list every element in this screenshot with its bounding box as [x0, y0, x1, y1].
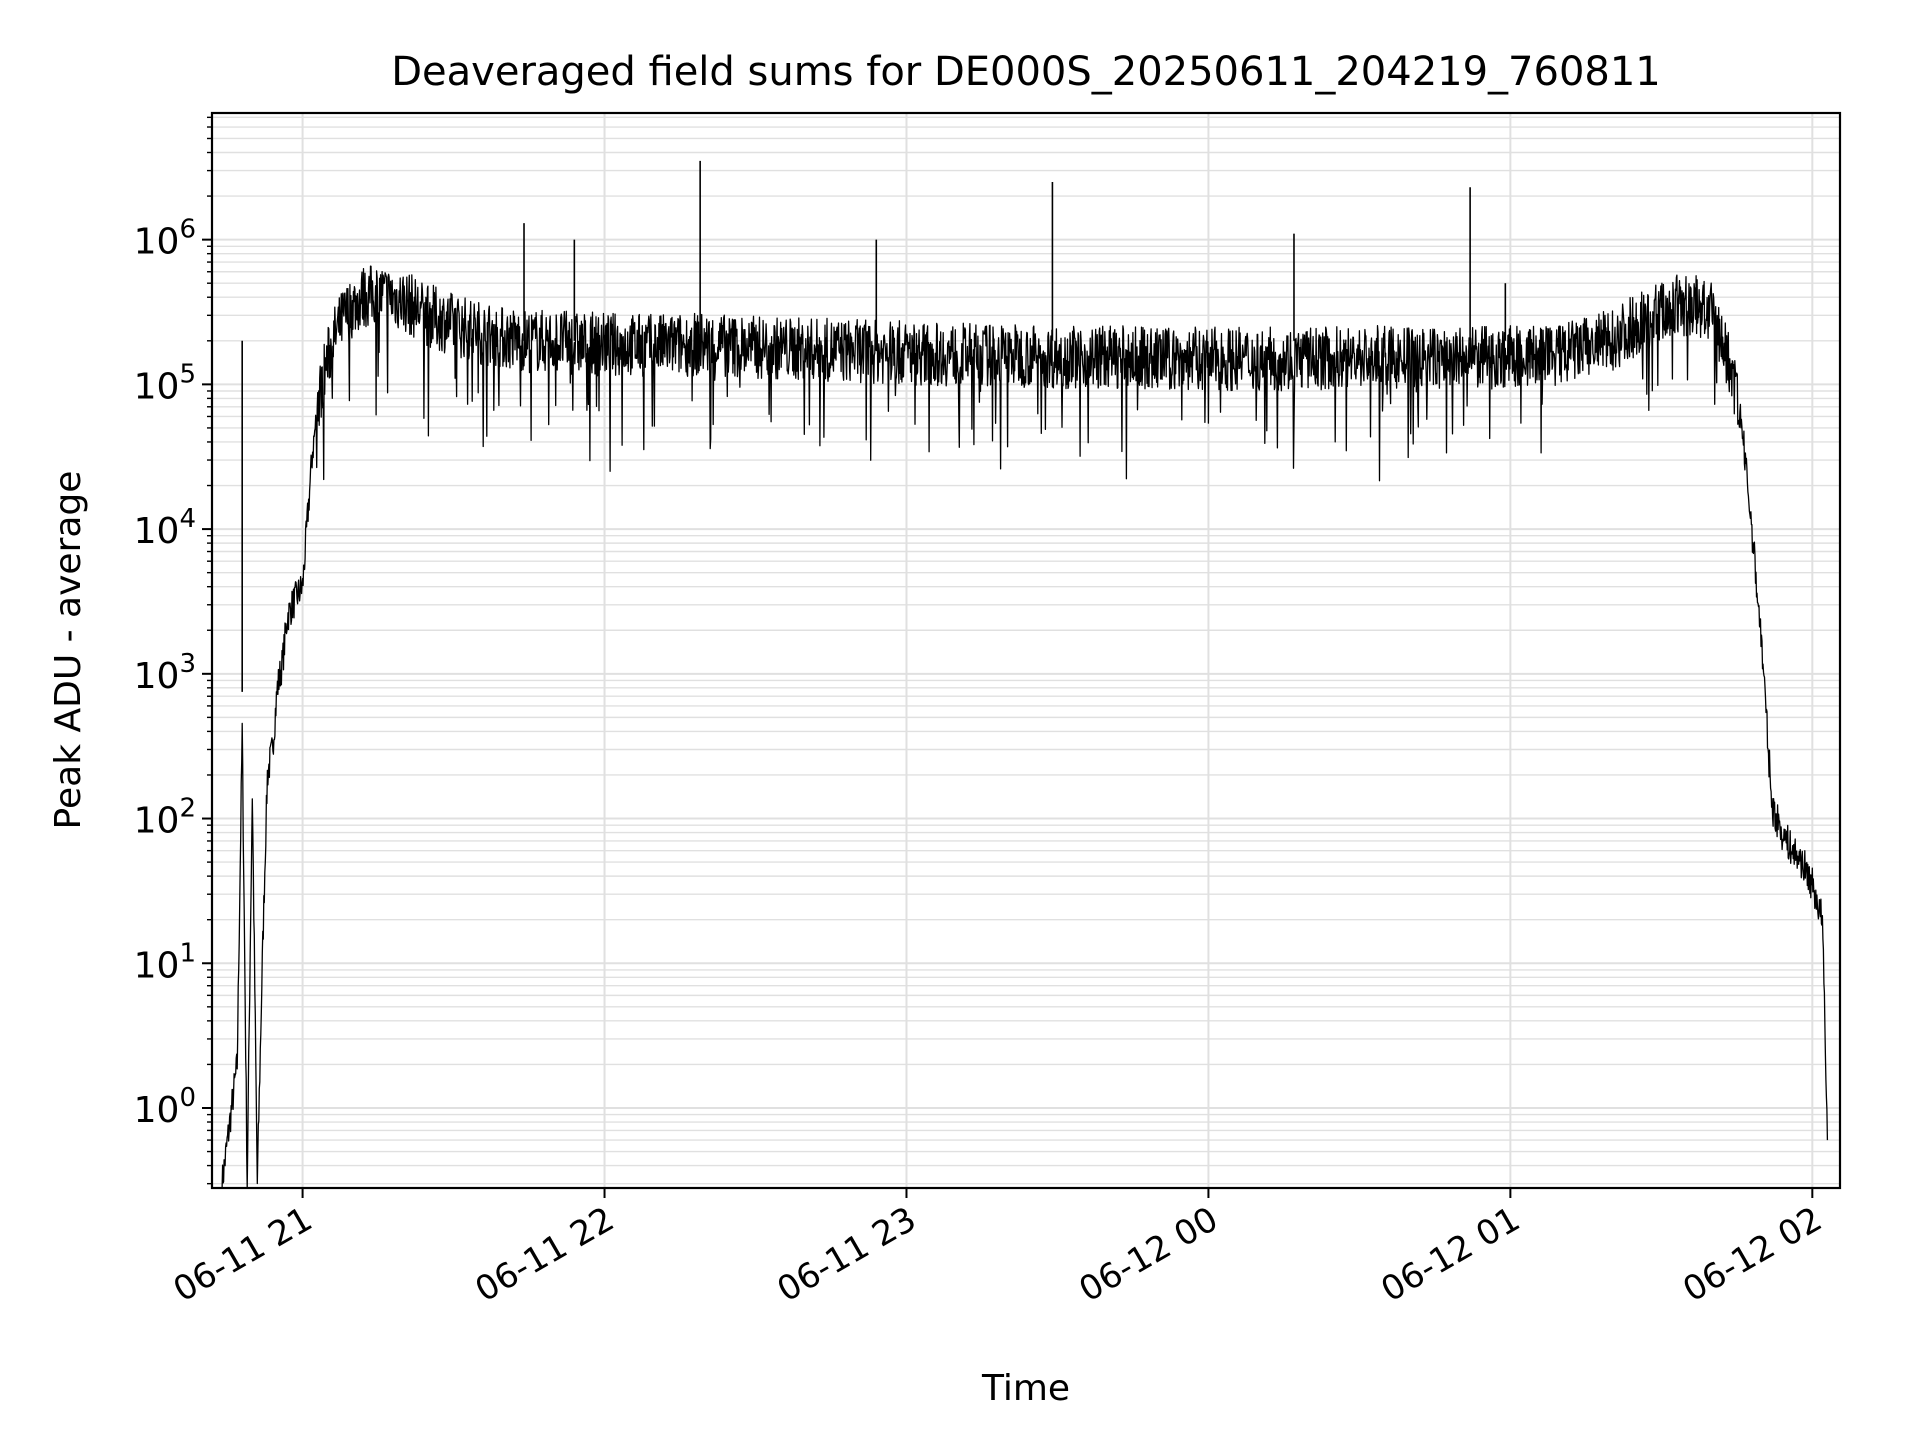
y-tick-label: 102	[134, 794, 196, 842]
y-tick-label: 100	[134, 1083, 196, 1131]
y-tick-label: 104	[134, 504, 196, 552]
y-tick-label: 105	[134, 359, 196, 407]
y-axis-label: Peak ADU - average	[48, 471, 89, 830]
y-tick-label: 101	[134, 938, 196, 986]
y-tick-label: 106	[134, 215, 196, 263]
chart-title: Deaveraged field sums for DE000S_2025061…	[391, 49, 1661, 95]
series-layer	[221, 160, 1829, 1189]
plot-frame	[210, 111, 1842, 1190]
x-axis-label: Time	[981, 1368, 1070, 1409]
y-tick-label: 103	[134, 649, 196, 697]
series-line	[221, 265, 1829, 1189]
grid	[212, 113, 1840, 1188]
